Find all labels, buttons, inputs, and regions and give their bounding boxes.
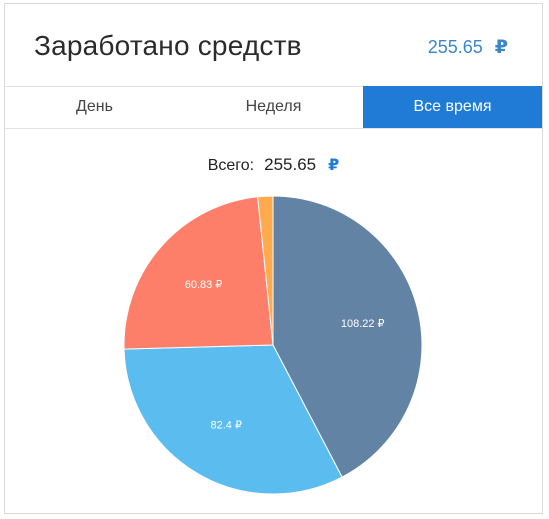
total-value: 255.65 <box>264 155 317 174</box>
period-tabs: День Неделя Все время <box>5 86 542 129</box>
card-header: Заработано средств 255.65 ₽ <box>5 4 542 87</box>
ruble-icon: ₽ <box>494 37 508 58</box>
pie-slice-2 <box>123 196 274 350</box>
tab-day[interactable]: День <box>76 98 113 115</box>
header-total-amount: 255.65 ₽ <box>428 36 508 59</box>
total-label: Всего: <box>207 157 255 174</box>
pie-slice-0 <box>272 195 423 478</box>
pie-slice-3 <box>257 195 274 346</box>
pie-slice-1 <box>123 344 343 495</box>
total-ruble-icon: ₽ <box>328 157 340 174</box>
pie-slice-label-2: 60.83 ₽ <box>185 279 223 291</box>
pie-slice-label-0: 108.22 ₽ <box>341 318 385 330</box>
pie-slice-label-1: 82.4 ₽ <box>211 420 242 432</box>
page-title: Заработано средств <box>34 30 302 61</box>
header-amount-value: 255.65 <box>427 37 483 57</box>
total-summary: Всего: 255.65 ₽ <box>5 155 542 175</box>
tab-all-time[interactable]: Все время <box>363 86 542 128</box>
tab-week[interactable]: Неделя <box>245 98 302 115</box>
